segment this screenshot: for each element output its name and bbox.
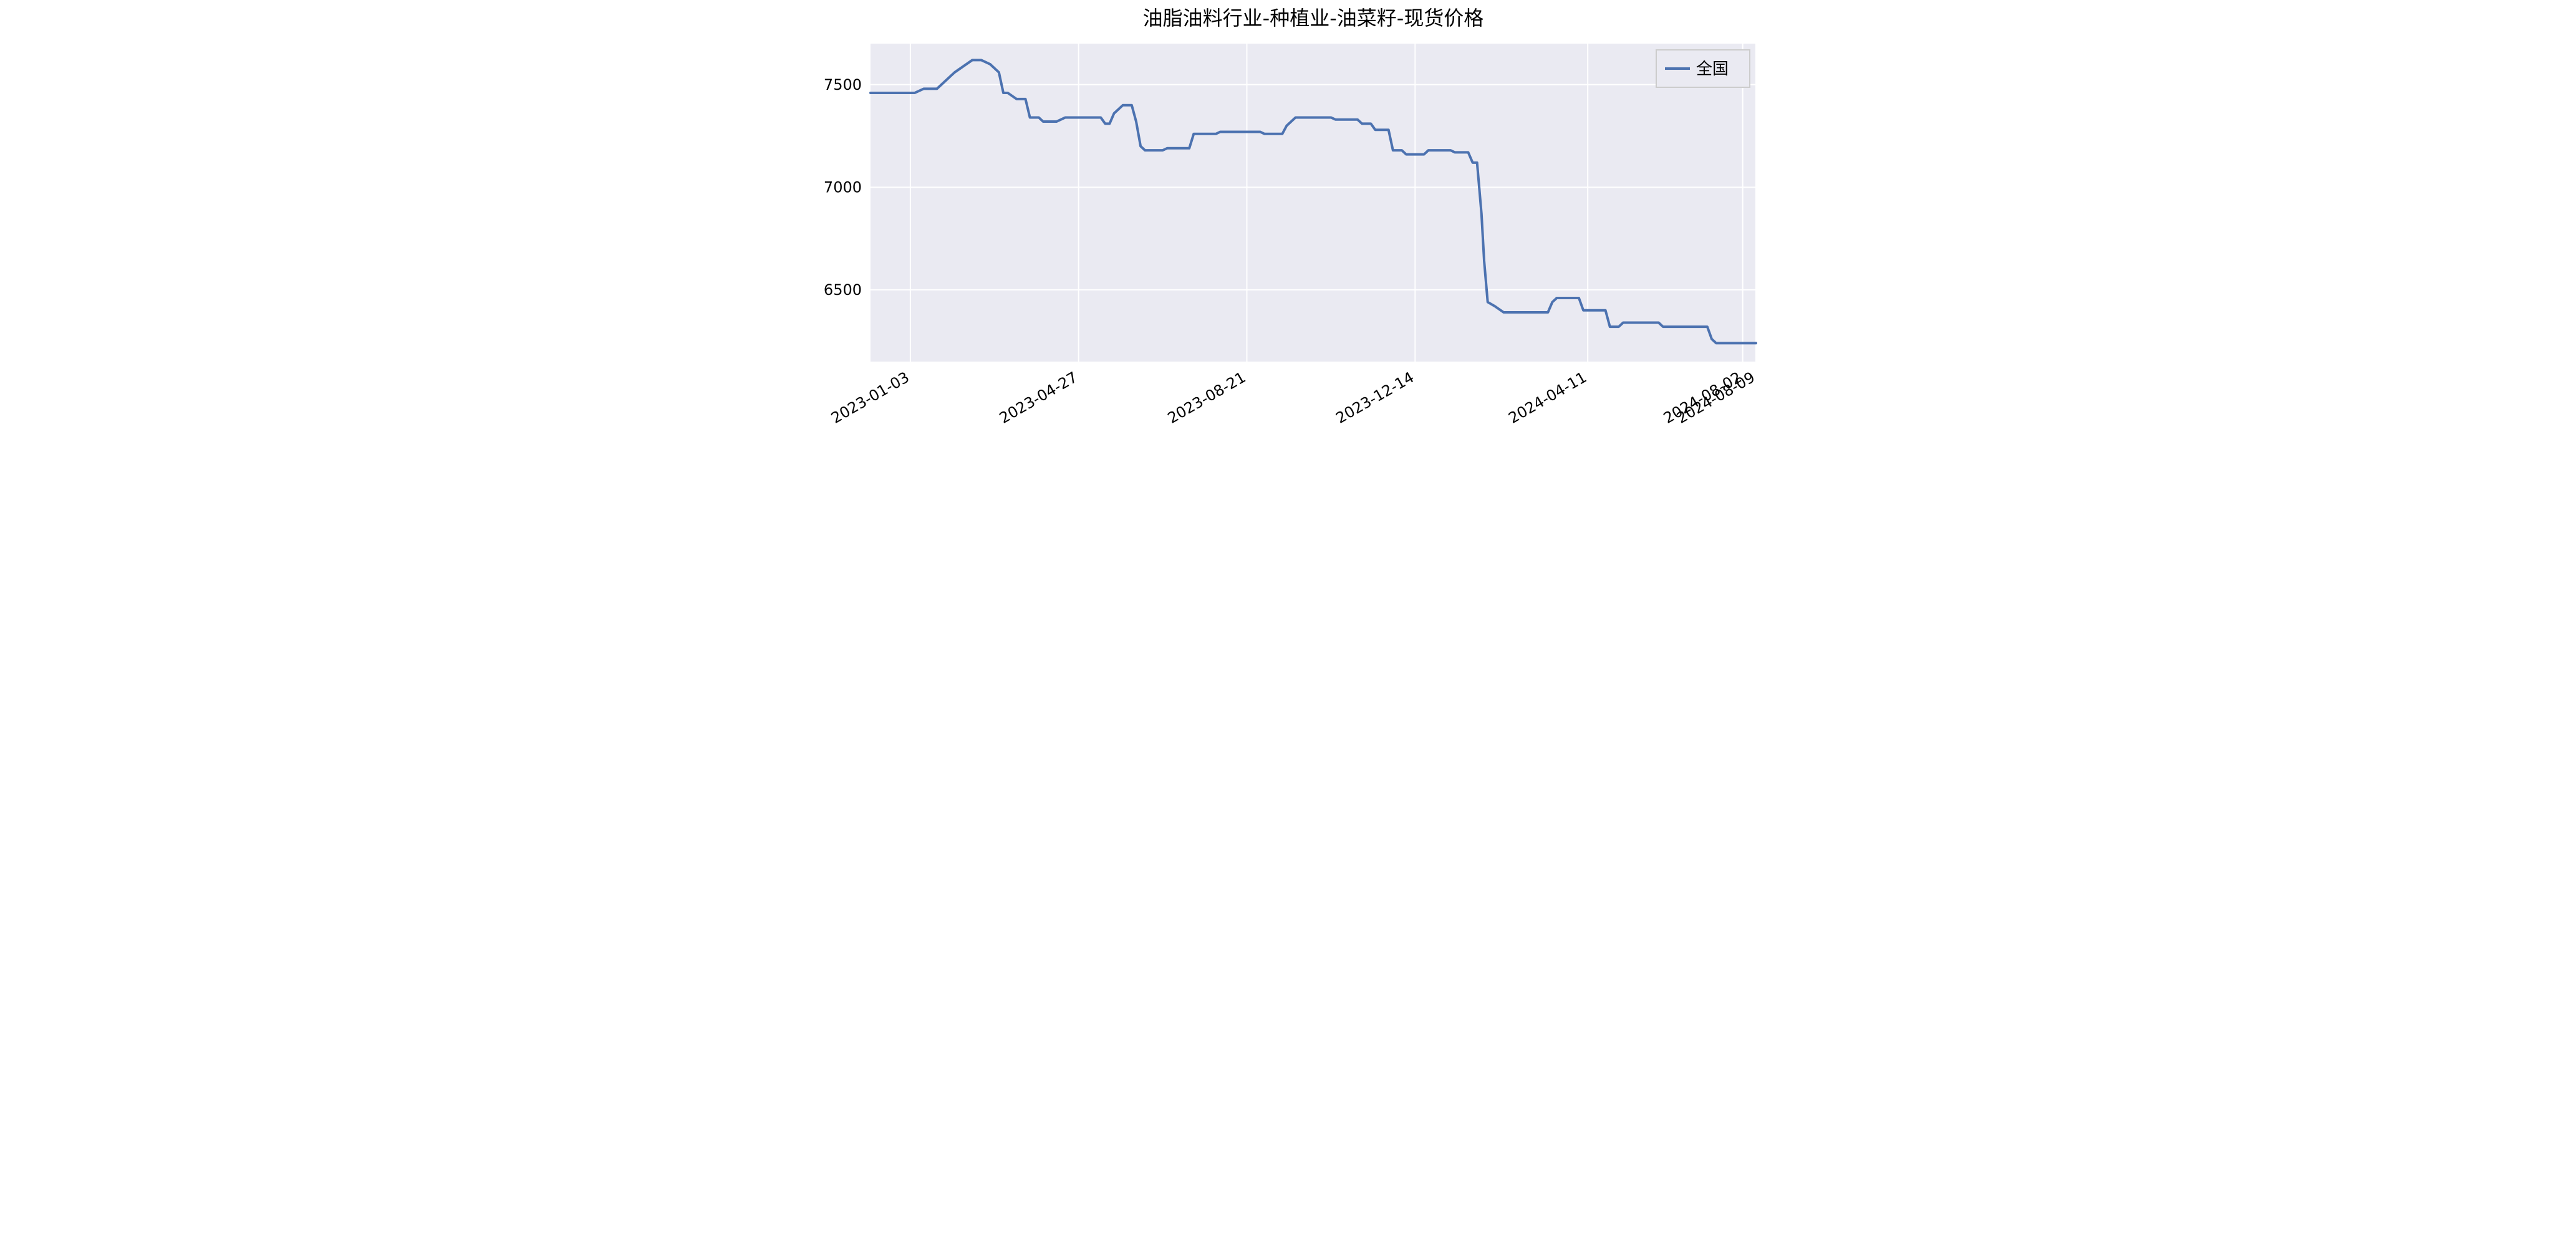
- y-tick-label: 6500: [823, 281, 861, 299]
- y-tick-label: 7000: [823, 178, 861, 196]
- chart-container: 油脂油料行业-种植业-油菜籽-现货价格 6500 7000 7500 2023-01-0…: [802, 0, 1775, 468]
- chart-title: 油脂油料行业-种植业-油菜籽-现货价格: [1142, 6, 1483, 30]
- x-tick-label: 2024-04-11: [1505, 368, 1589, 427]
- x-tick-label: 2023-01-03: [828, 368, 912, 427]
- x-tick-label: 2023-12-14: [1333, 368, 1417, 427]
- chart-svg: 油脂油料行业-种植业-油菜籽-现货价格 6500 7000 7500 2023-01-0…: [802, 0, 1775, 468]
- x-tick-label: 2023-04-27: [996, 368, 1080, 427]
- y-tick-label: 7500: [823, 76, 861, 94]
- legend-label: 全国: [1696, 60, 1729, 79]
- x-tick-label: 2023-08-21: [1164, 368, 1248, 427]
